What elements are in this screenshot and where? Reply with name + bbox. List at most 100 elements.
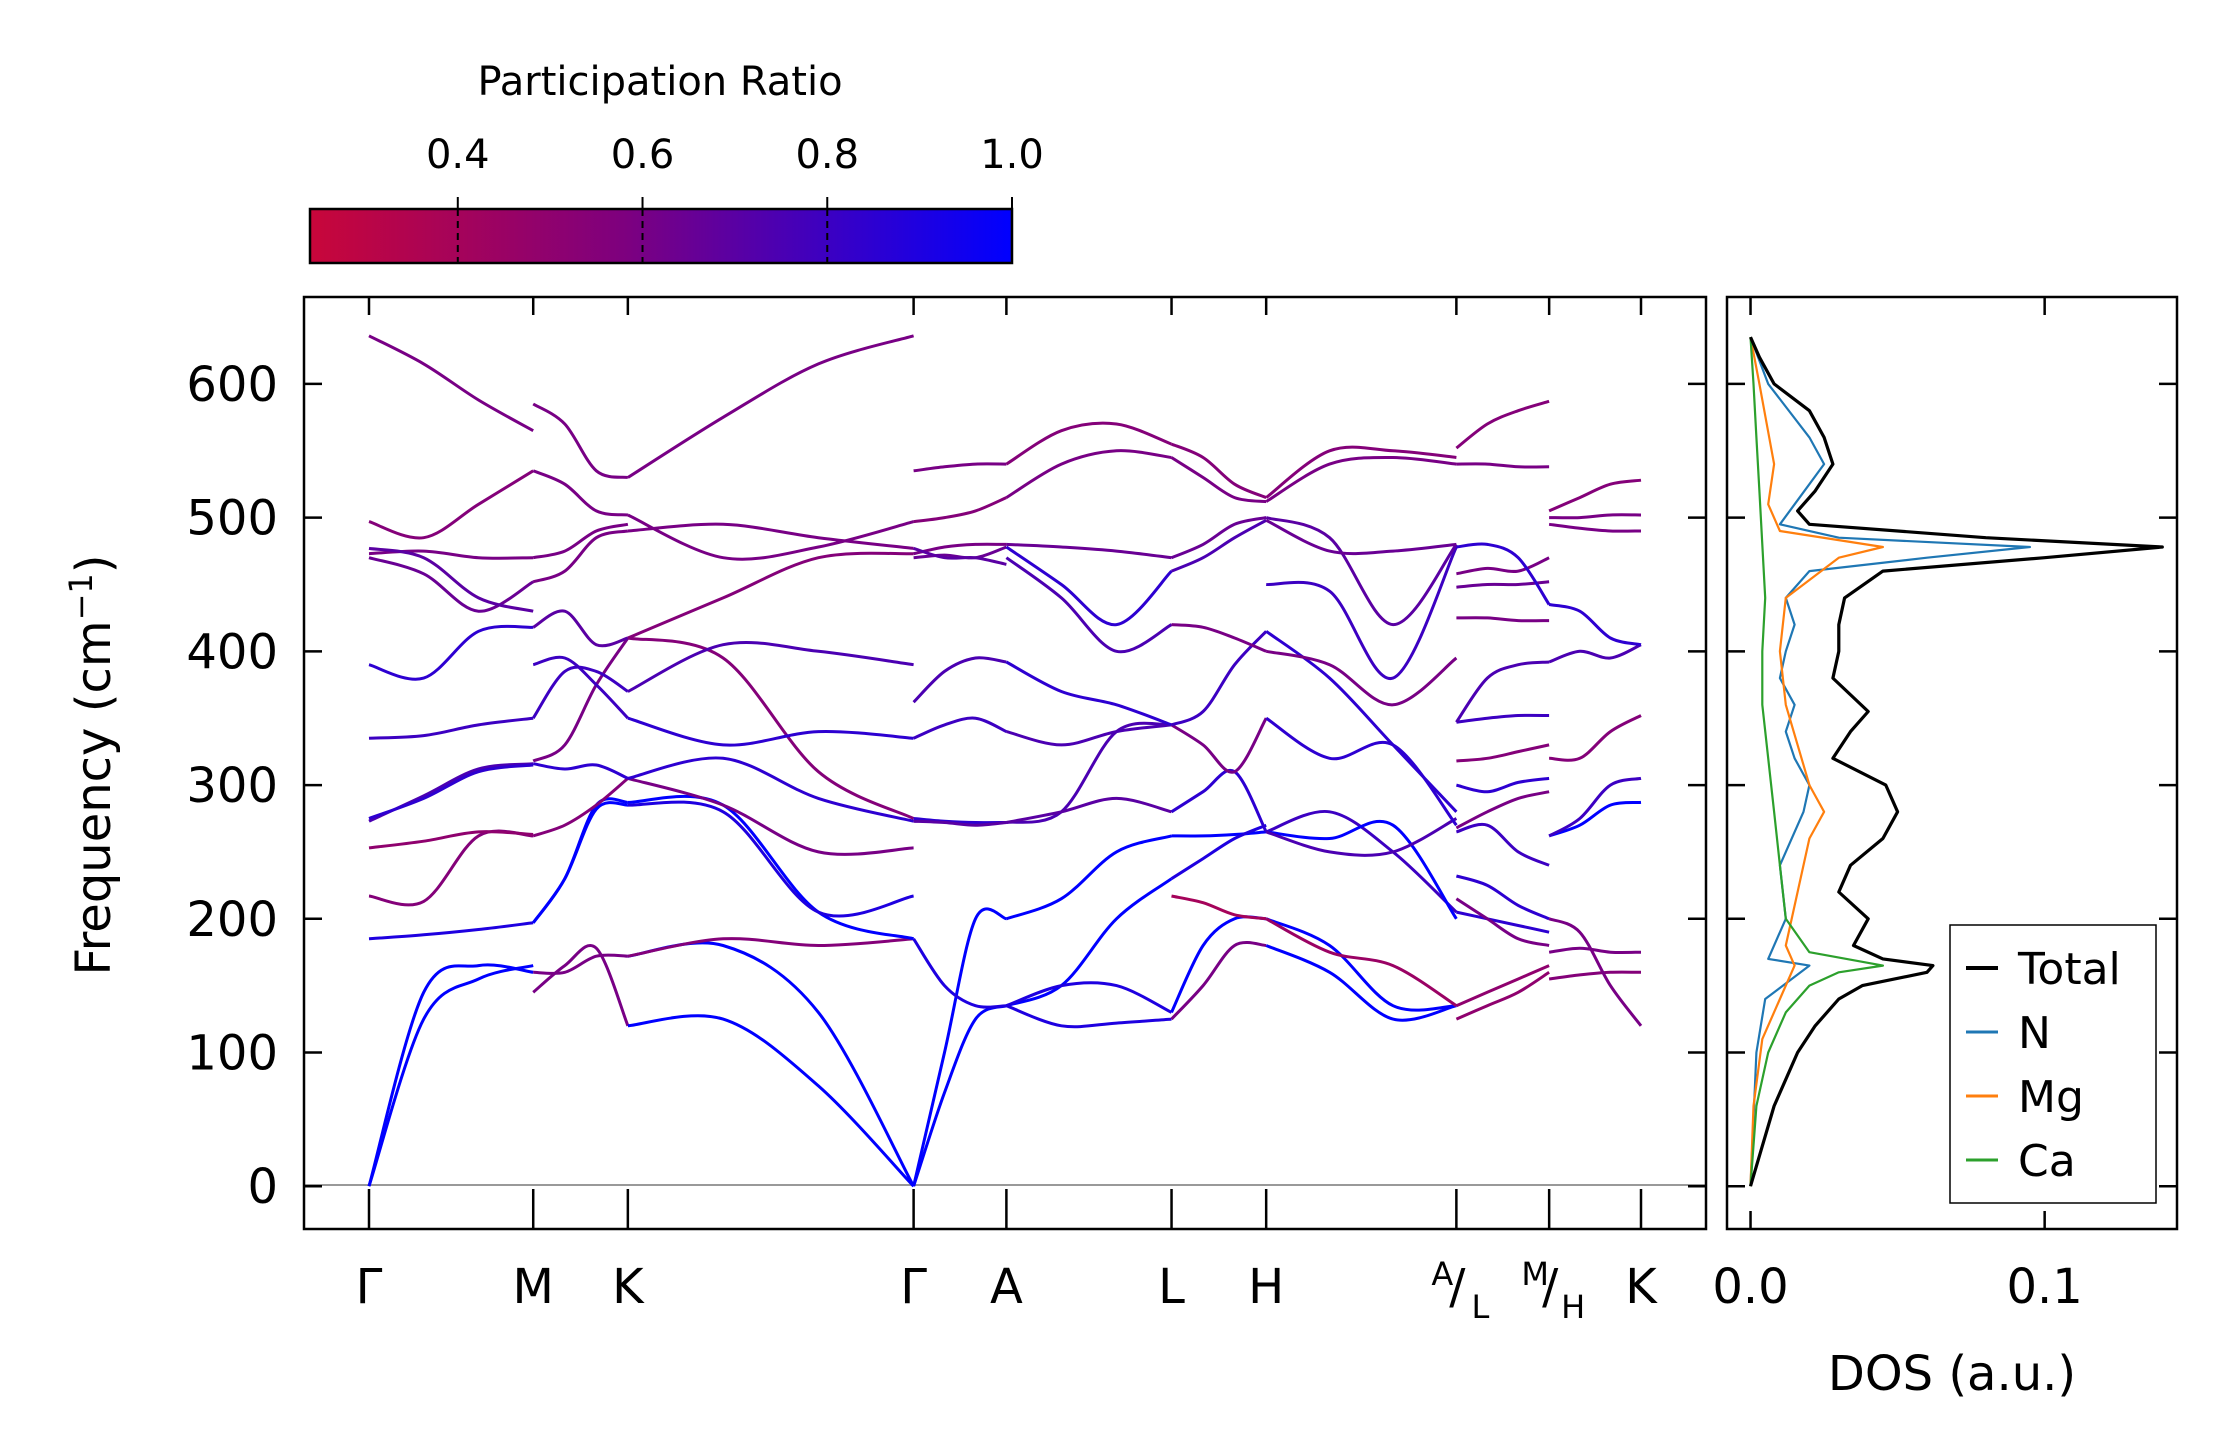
phonon-band [1005,1004,1172,1029]
phonon-band [627,513,914,561]
x-tick-label-slash: / [1449,1259,1466,1315]
phonon-band [1005,556,1173,654]
x-tick-label: Γ [900,1259,927,1315]
phonon-band [912,907,1007,1187]
colorbar-tick-label: 0.4 [426,132,490,178]
legend-label: Total [2017,944,2121,995]
phonon-band [1548,603,1642,647]
phonon-band [1265,445,1457,499]
band-lines [367,334,1643,1188]
phonon-band [627,776,914,856]
phonon-band [1548,643,1642,664]
phonon-band [912,716,1008,740]
phonon-band [913,819,1007,827]
phonon-band [1005,660,1173,727]
y-tick-label: 600 [186,357,278,413]
phonon-band [913,546,1007,566]
phonon-band [1265,518,1457,556]
phonon-band [1171,830,1267,838]
x-tick-label-sub: L [1471,1288,1489,1326]
phonon-band [1548,776,1642,838]
colorbar-tick-label: 0.6 [611,132,675,178]
phonon-band [532,637,630,763]
phonon-band [1456,556,1550,576]
phonon-band [1005,545,1173,627]
phonon-band [912,937,1007,1009]
phonon-band [1266,819,1458,920]
dos-plot-frame [1725,295,2179,1231]
phonon-band [1548,917,1643,1027]
phonon-band [368,546,534,613]
phonon-band [627,522,914,550]
phonon-band [368,762,534,823]
phonon-band [1548,714,1642,762]
phonon-band [1456,910,1550,934]
x-tick-label: M [513,1259,554,1315]
phonon-band [532,655,629,720]
y-tick-label: 500 [186,491,278,547]
phonon-band [1170,516,1267,560]
phonon-band [1456,542,1551,606]
phonon-band [368,829,534,907]
dos-series-total [1748,336,2164,1187]
x-tick-label: K [612,1259,645,1315]
phonon-band [533,953,628,975]
dos-lines [1748,336,2164,1187]
phonon-band [1265,455,1457,503]
phonon-band [1265,917,1457,1012]
phonon-band [532,944,630,1027]
phonon-band [368,334,534,433]
legend-label: N [2018,1008,2051,1059]
phonon-band [627,551,914,640]
colorbar-ticks: 0.4 0.6 0.8 1.0 [426,132,1044,263]
phonon-band [1455,971,1550,1021]
phonon-band [1265,649,1458,707]
phonon-band [532,762,629,780]
dos-series-mg [1749,336,1884,1187]
dos-axes: 0.0 0.1 [1712,297,2177,1315]
phonon-band [912,1004,1007,1187]
phonon-band [1456,743,1550,763]
phonon-band [532,469,629,517]
phonon-band [532,609,629,648]
phonon-band [1006,796,1172,824]
phonon-band [368,624,534,681]
phonon-band [1455,874,1550,921]
dos-x-tick-label: 0.0 [1712,1259,1788,1315]
phonon-band [1265,817,1458,857]
dos-series-ca [1749,337,1884,1187]
x-tick-label: K [1625,1259,1658,1315]
phonon-band [1455,399,1550,450]
phonon-band [1548,522,1642,533]
phonon-band [1549,513,1642,520]
phonon-band [1006,542,1172,560]
phonon-band [627,937,914,958]
phonon-band [1170,518,1267,573]
phonon-band [1455,822,1550,867]
phonon-band [1005,449,1172,499]
phonon-band [368,556,534,613]
dos-series-n [1749,336,2031,1187]
phonon-band [368,921,534,941]
x-tick-label-sub: H [1561,1288,1585,1326]
dos-legend: Total N Mg Ca [1949,924,2157,1204]
phonon-band [913,542,1007,556]
phonon-band [627,334,915,479]
phonon-band [1005,834,1172,921]
phonon-band [368,716,534,740]
phonon-band [531,665,629,720]
x-tick-label-combined: M/H [1521,1255,1585,1326]
phonon-band [1171,623,1267,653]
y-tick-label: 0 [247,1159,278,1215]
phonon-band [1266,546,1458,680]
phonon-band [1265,917,1458,1007]
phonon-band [531,801,629,924]
legend-box [1949,924,2157,1204]
phonon-band [532,529,629,584]
dos-x-tick-label: 0.1 [2006,1259,2082,1315]
phonon-band [1548,478,1642,513]
phonon-band [532,402,629,479]
phonon-band [627,1014,915,1188]
